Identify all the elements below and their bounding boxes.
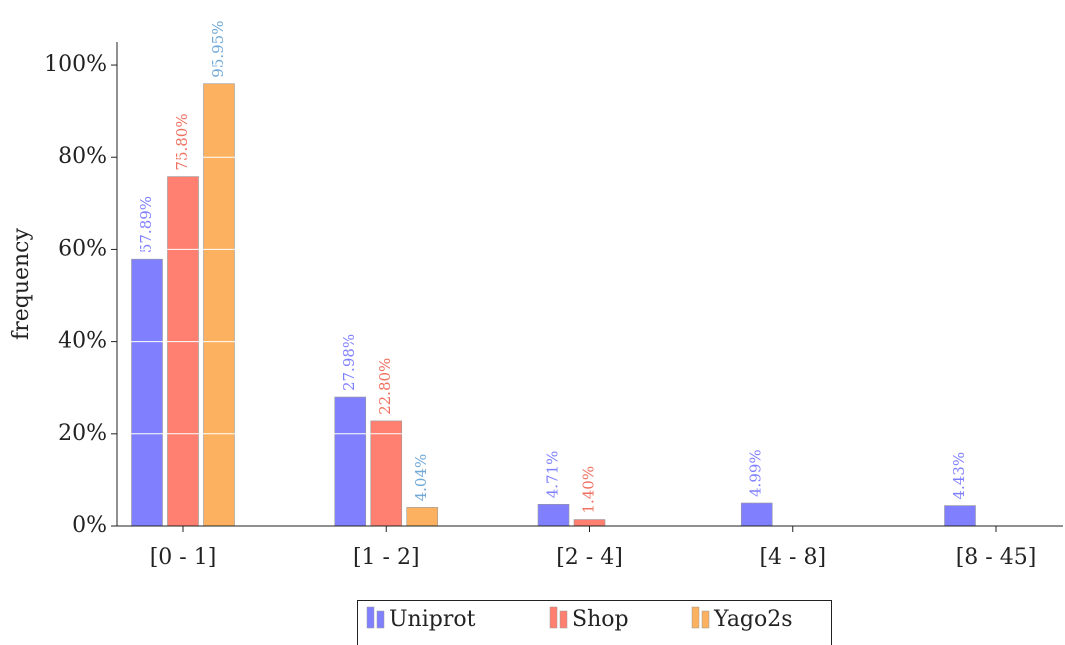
y-tick-label: 20% — [58, 421, 107, 446]
bars — [131, 83, 976, 527]
x-tick-label: [1 - 2] — [353, 545, 420, 570]
legend-swatch — [691, 606, 700, 629]
bar — [203, 83, 235, 527]
bar — [131, 258, 163, 527]
legend-label: Shop — [572, 607, 629, 632]
value-label: 75.80% — [173, 113, 191, 170]
legend: Uniprot Shop Yago2s — [357, 600, 832, 645]
value-label: 4.71% — [544, 451, 562, 499]
value-label: 95.95% — [209, 21, 227, 78]
bar — [167, 176, 199, 527]
value-label: 4.99% — [747, 449, 765, 497]
y-tick-label: 60% — [58, 236, 107, 261]
bar — [573, 519, 606, 527]
value-label: 4.04% — [412, 454, 430, 502]
legend-swatch — [559, 610, 568, 629]
y-tick-label: 80% — [58, 144, 107, 169]
bar — [370, 420, 403, 527]
bar — [406, 507, 439, 527]
x-tick-label: [8 - 45] — [956, 545, 1037, 570]
x-tick-label: [0 - 1] — [150, 545, 217, 570]
legend-label: Yago2s — [713, 607, 793, 632]
legend-swatch — [376, 610, 385, 629]
legend-swatch — [549, 606, 558, 629]
x-tick-label: [4 - 8] — [759, 545, 826, 570]
x-tick-label: [2 - 4] — [556, 545, 623, 570]
bar — [740, 502, 773, 527]
value-label: 4.43% — [950, 452, 968, 500]
y-tick-label: 40% — [58, 329, 107, 354]
legend-label: Uniprot — [389, 607, 476, 632]
y-axis-label: frequency — [9, 227, 34, 339]
bar — [537, 503, 570, 527]
value-label: 22.80% — [376, 358, 394, 415]
y-tick-label: 100% — [44, 52, 107, 77]
y-tick-label: 0% — [72, 513, 107, 538]
value-label: 57.89% — [137, 196, 155, 253]
legend-box — [357, 600, 832, 645]
legend-swatch — [366, 606, 375, 629]
bar — [334, 396, 367, 527]
value-label: 1.40% — [580, 466, 598, 514]
legend-swatch — [701, 610, 710, 629]
value-label: 27.98% — [340, 334, 358, 391]
bar — [944, 505, 976, 527]
